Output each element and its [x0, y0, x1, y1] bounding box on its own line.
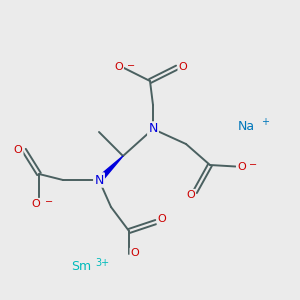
- Text: O: O: [158, 214, 166, 224]
- Text: O: O: [114, 62, 123, 73]
- Text: N: N: [94, 173, 104, 187]
- Text: O: O: [14, 145, 22, 155]
- Text: O: O: [32, 199, 40, 209]
- Polygon shape: [97, 156, 123, 182]
- Text: O: O: [237, 161, 246, 172]
- Text: −: −: [45, 197, 54, 208]
- Text: 3+: 3+: [95, 258, 109, 268]
- Text: Sm: Sm: [71, 260, 91, 274]
- Text: Na: Na: [237, 119, 255, 133]
- Text: N: N: [148, 122, 158, 136]
- Text: O: O: [178, 62, 188, 73]
- Text: O: O: [186, 190, 195, 200]
- Text: −: −: [127, 61, 136, 71]
- Text: O: O: [130, 248, 140, 259]
- Text: −: −: [249, 160, 258, 170]
- Text: +: +: [262, 117, 269, 128]
